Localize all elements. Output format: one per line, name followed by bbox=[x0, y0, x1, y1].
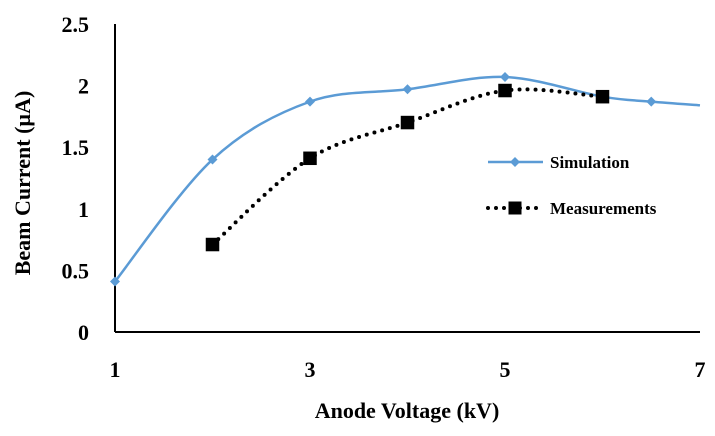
simulation-point bbox=[500, 71, 510, 82]
legend: Simulation Measurements bbox=[486, 153, 657, 218]
simulation-legend-marker bbox=[510, 157, 520, 167]
x-tick-label: 3 bbox=[305, 357, 316, 382]
y-tick-label: 0.5 bbox=[62, 258, 90, 283]
y-tick-label: 2 bbox=[78, 74, 89, 99]
measurements-legend-label: Measurements bbox=[550, 199, 657, 218]
simulation-point bbox=[110, 276, 120, 287]
x-tick-label: 7 bbox=[695, 357, 706, 382]
axes: 0 0.5 1 1.5 2 2.5 1 3 5 7 bbox=[62, 12, 706, 382]
simulation-legend-label: Simulation bbox=[550, 153, 630, 172]
y-tick-label: 0 bbox=[78, 320, 89, 345]
x-axis-title: Anode Voltage (kV) bbox=[315, 398, 500, 423]
y-tick-label: 2.5 bbox=[62, 12, 90, 37]
y-tick-label: 1 bbox=[78, 197, 89, 222]
y-axis-title: Beam Current (µA) bbox=[10, 91, 35, 276]
measurements-series-line bbox=[210, 87, 605, 247]
simulation-point bbox=[207, 154, 218, 165]
series-layer bbox=[110, 71, 701, 287]
measurements-legend-marker bbox=[508, 201, 522, 215]
measurements-point bbox=[400, 115, 415, 130]
measurements-point bbox=[303, 151, 317, 166]
simulation-point bbox=[305, 96, 315, 107]
y-tick-label: 1.5 bbox=[62, 135, 90, 160]
simulation-point bbox=[646, 96, 657, 107]
simulation-series-line bbox=[114, 75, 701, 283]
simulation-point bbox=[402, 84, 413, 95]
x-tick-label: 5 bbox=[500, 357, 511, 382]
measurements-point bbox=[205, 237, 220, 252]
x-tick-label: 1 bbox=[110, 357, 121, 382]
measurements-point bbox=[498, 83, 512, 98]
measurements-point bbox=[595, 89, 610, 104]
